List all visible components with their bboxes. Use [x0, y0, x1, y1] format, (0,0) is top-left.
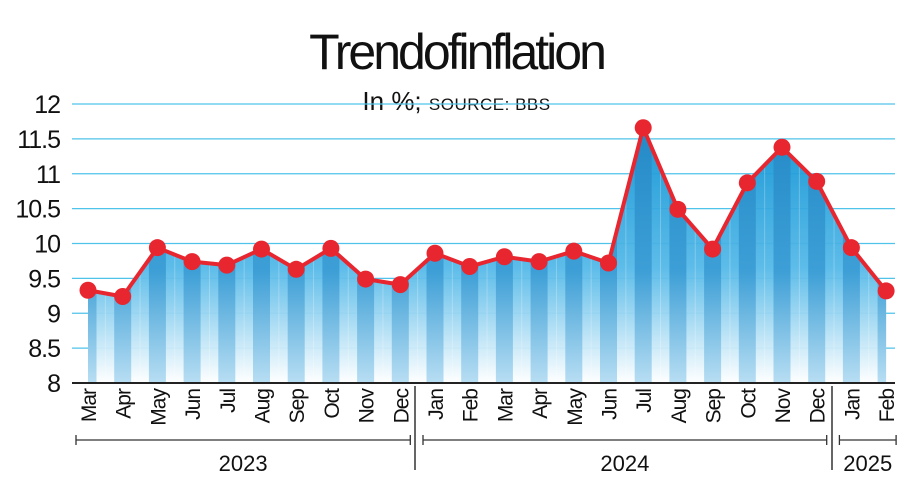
x-tick-label: Jun — [182, 389, 205, 420]
data-point — [79, 281, 97, 299]
y-tick-label: 9.5 — [28, 265, 60, 293]
bar — [669, 127, 687, 383]
data-point — [600, 254, 617, 272]
x-tick-label: Mar — [494, 388, 517, 422]
y-tick-label: 11 — [36, 161, 60, 189]
bar — [738, 127, 756, 383]
x-tick-label: Jan — [425, 389, 448, 420]
data-point — [183, 253, 201, 271]
year-label: 2024 — [600, 451, 649, 476]
x-tick-label: Nov — [356, 388, 379, 424]
x-tick-label: Apr — [529, 388, 552, 419]
x-tick-label: Aug — [252, 389, 275, 424]
x-tick-label: Jul — [633, 389, 656, 413]
x-tick-label: Jul — [217, 389, 240, 413]
y-tick-label: 11.5 — [17, 126, 60, 154]
year-label: 2025 — [843, 451, 892, 476]
year-label: 2023 — [219, 451, 268, 476]
x-tick-label: Dec — [390, 389, 413, 424]
x-tick-label: Oct — [737, 388, 760, 419]
y-tick-label: 10 — [34, 231, 60, 259]
data-point — [704, 240, 722, 258]
data-point — [773, 138, 791, 156]
data-point — [114, 288, 132, 306]
x-tick-label: May — [564, 388, 587, 426]
y-tick-label: 10.5 — [15, 196, 60, 224]
x-tick-label: Jan — [841, 389, 864, 420]
chart-title: Trendofinflation — [309, 24, 607, 80]
area-fill — [88, 127, 887, 383]
data-point — [253, 240, 270, 258]
data-point — [530, 253, 548, 271]
bar — [808, 127, 826, 383]
x-tick-label: Mar — [78, 388, 101, 422]
data-point — [461, 258, 479, 276]
subtitle-unit: In %; — [362, 86, 422, 116]
data-point — [808, 172, 826, 190]
data-point — [669, 200, 687, 218]
x-tick-label: Apr — [113, 388, 136, 419]
x-tick-label: Feb — [876, 389, 899, 423]
data-point — [287, 260, 305, 278]
data-point — [391, 276, 409, 294]
y-tick-label: 8.5 — [28, 335, 60, 363]
data-point — [495, 248, 513, 266]
data-point — [634, 119, 652, 137]
data-point — [322, 239, 340, 257]
bar — [634, 127, 652, 383]
y-tick-label: 9 — [47, 300, 60, 328]
x-tick-label: Nov — [772, 388, 795, 424]
x-tick-label: Dec — [807, 389, 830, 424]
y-tick-label: 8 — [47, 370, 60, 398]
data-point — [738, 174, 756, 192]
x-tick-label: Sep — [703, 389, 726, 424]
x-tick-label: Jun — [599, 389, 622, 420]
x-tick-label: May — [147, 388, 170, 426]
data-point — [565, 242, 583, 260]
bar — [773, 127, 791, 383]
x-tick-label: Feb — [460, 389, 483, 423]
data-point — [877, 282, 895, 300]
x-tick-label: Sep — [286, 389, 309, 424]
y-tick-label: 12 — [34, 91, 60, 119]
data-point — [357, 270, 375, 288]
data-point — [842, 239, 860, 257]
x-tick-label: Aug — [668, 389, 691, 424]
data-point — [218, 256, 236, 274]
data-point — [426, 244, 444, 262]
data-point — [148, 239, 166, 257]
x-tick-label: Oct — [321, 388, 344, 419]
